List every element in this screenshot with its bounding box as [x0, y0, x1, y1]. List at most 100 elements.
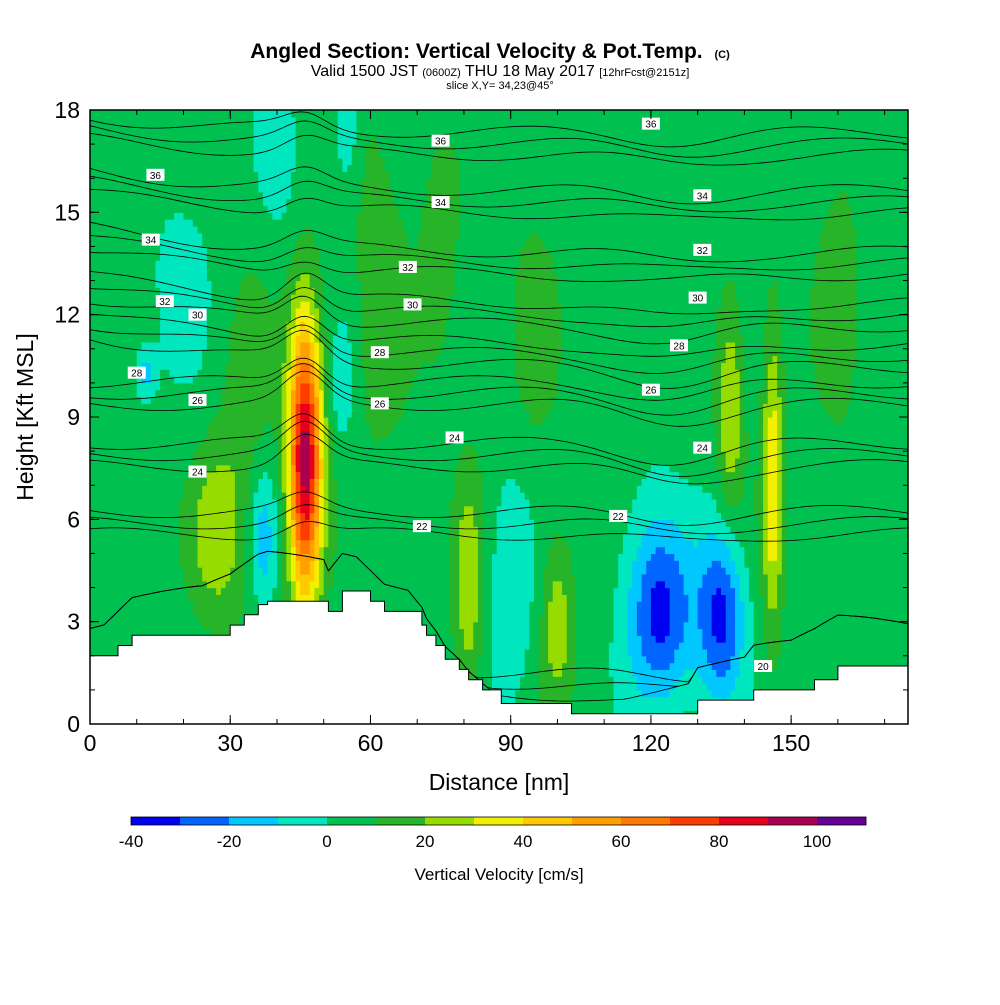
velocity-cell: [104, 355, 110, 364]
velocity-cell: [216, 451, 222, 459]
velocity-cell: [272, 430, 278, 439]
velocity-cell: [300, 369, 306, 377]
velocity-cell: [244, 608, 250, 616]
velocity-cell: [136, 485, 143, 493]
velocity-cell: [174, 246, 180, 254]
velocity-cell: [234, 348, 241, 357]
velocity-cell: [108, 594, 114, 602]
velocity-cell: [146, 321, 152, 329]
velocity-cell: [220, 532, 227, 541]
velocity-cell: [262, 328, 269, 336]
velocity-cell: [146, 144, 152, 152]
velocity-cell: [300, 123, 306, 132]
velocity-cell: [146, 478, 152, 486]
velocity-cell: [220, 512, 227, 520]
velocity-cell: [169, 205, 175, 213]
velocity-cell: [267, 492, 273, 500]
velocity-cell: [118, 464, 124, 473]
velocity-cell: [169, 464, 175, 473]
velocity-cell: [118, 601, 124, 609]
velocity-cell: [267, 519, 273, 527]
velocity-cell: [333, 355, 339, 364]
velocity-cell: [174, 519, 180, 527]
velocity-cell: [253, 253, 259, 261]
velocity-cell: [202, 253, 208, 261]
velocity-cell: [127, 594, 133, 602]
velocity-cell: [333, 191, 339, 200]
velocity-cell: [127, 621, 133, 630]
velocity-cell: [239, 580, 245, 589]
velocity-cell: [90, 369, 96, 377]
velocity-cell: [290, 232, 297, 241]
velocity-cell: [230, 512, 236, 520]
velocity-cell: [183, 116, 189, 125]
velocity-cell: [309, 355, 315, 364]
velocity-cell: [272, 396, 278, 404]
velocity-cell: [122, 348, 128, 357]
velocity-cell: [211, 328, 217, 336]
velocity-cell: [295, 328, 301, 336]
velocity-cell: [127, 464, 133, 473]
velocity-cell: [127, 171, 133, 179]
velocity-cell: [174, 307, 180, 316]
velocity-cell: [188, 417, 194, 425]
velocity-cell: [248, 178, 255, 186]
velocity-cell: [197, 362, 203, 370]
velocity-cell: [127, 150, 133, 159]
velocity-cell: [99, 287, 105, 295]
velocity-cell: [178, 232, 185, 241]
velocity-cell: [202, 512, 208, 520]
velocity-cell: [141, 294, 147, 302]
velocity-cell: [286, 301, 292, 309]
velocity-cell: [104, 573, 110, 582]
velocity-cell: [146, 362, 152, 370]
valid-time: Valid 1500 JST: [311, 63, 419, 80]
velocity-cell: [267, 280, 273, 288]
velocity-cell: [262, 239, 269, 248]
velocity-cell: [118, 478, 124, 486]
velocity-cell: [202, 532, 208, 541]
velocity-cell: [258, 539, 264, 548]
velocity-cell: [342, 464, 348, 473]
velocity-cell: [342, 260, 348, 268]
velocity-cell: [328, 567, 334, 575]
velocity-cell: [319, 301, 325, 309]
velocity-cell: [118, 587, 124, 595]
velocity-cell: [174, 369, 180, 377]
velocity-cell: [248, 301, 255, 309]
velocity-cell: [267, 164, 273, 172]
velocity-cell: [160, 123, 166, 132]
velocity-cell: [342, 246, 348, 254]
velocity-cell: [122, 185, 128, 193]
velocity-cell: [202, 246, 208, 254]
velocity-cell: [122, 266, 128, 275]
velocity-cell: [150, 246, 157, 254]
velocity-cell: [146, 150, 152, 159]
velocity-cell: [225, 287, 231, 295]
velocity-cell: [328, 478, 334, 486]
velocity-cell: [267, 560, 273, 568]
velocity-cell: [206, 287, 213, 295]
velocity-cell: [141, 328, 147, 336]
velocity-cell: [305, 396, 311, 404]
velocity-cell: [230, 157, 236, 166]
velocity-cell: [276, 505, 283, 514]
velocity-cell: [295, 464, 301, 473]
velocity-cell: [136, 464, 143, 473]
velocity-cell: [230, 348, 236, 357]
velocity-cell: [155, 212, 161, 220]
velocity-cell: [146, 266, 152, 275]
velocity-cell: [90, 362, 96, 370]
velocity-cell: [155, 423, 161, 432]
velocity-cell: [262, 389, 269, 398]
velocity-cell: [99, 587, 105, 595]
velocity-cell: [132, 492, 138, 500]
velocity-cell: [216, 478, 222, 486]
velocity-cell: [160, 362, 166, 370]
velocity-cell: [323, 246, 329, 254]
velocity-cell: [290, 532, 297, 541]
velocity-cell: [211, 219, 217, 227]
velocity-cell: [337, 444, 344, 452]
velocity-cell: [333, 580, 339, 589]
velocity-cell: [239, 205, 245, 213]
